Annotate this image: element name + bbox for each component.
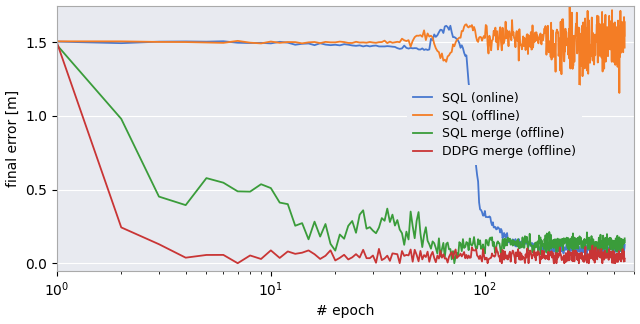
DDPG merge (offline) <box>591 249 599 253</box>
SQL merge (offline) <box>617 237 625 241</box>
SQL (online) <box>620 242 627 246</box>
Line: DDPG merge (offline): DDPG merge (offline) <box>57 42 625 263</box>
Y-axis label: final error [m]: final error [m] <box>6 89 20 187</box>
SQL (offline) <box>576 95 584 98</box>
DDPG merge (offline) <box>568 251 576 255</box>
SQL merge (offline) <box>451 261 458 265</box>
DDPG merge (offline) <box>420 253 428 257</box>
SQL (offline) <box>621 46 628 50</box>
DDPG merge (offline) <box>620 255 627 259</box>
Line: SQL (offline): SQL (offline) <box>57 5 625 97</box>
DDPG merge (offline) <box>53 40 61 44</box>
SQL (offline) <box>566 3 573 7</box>
SQL merge (offline) <box>419 245 426 249</box>
SQL (online) <box>591 247 599 250</box>
SQL (online) <box>583 253 591 257</box>
SQL merge (offline) <box>568 240 576 244</box>
SQL (offline) <box>591 53 599 57</box>
SQL (offline) <box>620 39 627 42</box>
SQL merge (offline) <box>620 239 627 243</box>
SQL merge (offline) <box>591 248 599 252</box>
SQL (online) <box>617 249 625 253</box>
Legend: SQL (online), SQL (offline), SQL merge (offline), DDPG merge (offline): SQL (online), SQL (offline), SQL merge (… <box>407 85 582 165</box>
SQL (online) <box>447 24 454 28</box>
SQL (offline) <box>456 36 463 40</box>
SQL (online) <box>457 46 465 50</box>
Line: SQL (online): SQL (online) <box>57 26 625 255</box>
DDPG merge (offline) <box>617 253 625 257</box>
DDPG merge (offline) <box>234 261 241 265</box>
SQL (offline) <box>617 51 625 55</box>
SQL (online) <box>568 249 576 253</box>
SQL (online) <box>419 46 426 50</box>
X-axis label: # epoch: # epoch <box>316 305 375 318</box>
SQL (online) <box>53 40 61 43</box>
SQL (offline) <box>53 40 61 43</box>
SQL merge (offline) <box>621 237 628 240</box>
DDPG merge (offline) <box>457 252 465 256</box>
SQL (offline) <box>419 35 426 39</box>
SQL (online) <box>621 243 628 247</box>
SQL merge (offline) <box>53 43 61 47</box>
Line: SQL merge (offline): SQL merge (offline) <box>57 45 625 263</box>
DDPG merge (offline) <box>621 259 628 263</box>
SQL merge (offline) <box>457 242 465 246</box>
SQL (offline) <box>568 11 576 15</box>
